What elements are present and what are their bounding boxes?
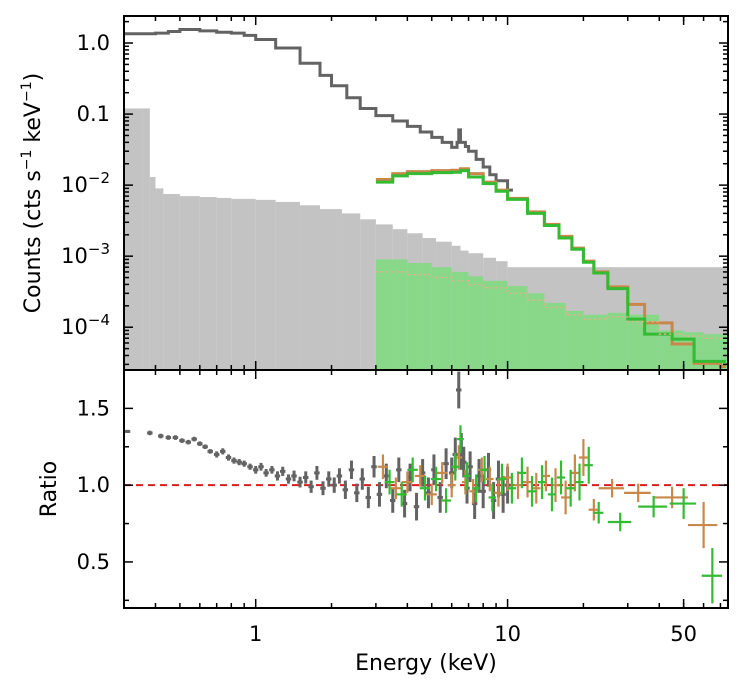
background-bar [527, 293, 545, 370]
background-bar [143, 108, 150, 370]
background-bar [163, 193, 180, 370]
background-bar [341, 213, 361, 370]
bottom-y-axis-label: Ratio [37, 461, 62, 517]
spectrum-line [375, 169, 726, 363]
x-tick-label: 10 [494, 622, 521, 646]
background-bar [451, 271, 469, 370]
background-bar [179, 196, 200, 370]
y-tick-label: 1.5 [77, 396, 110, 420]
background-bar [468, 276, 484, 370]
background-bar [199, 197, 217, 370]
background-bar [375, 259, 408, 370]
background-bar [216, 197, 232, 370]
background-bar [275, 201, 301, 370]
background-bar [431, 267, 452, 370]
background-bar [607, 312, 628, 370]
y-tick-label: 10−3 [61, 240, 110, 268]
y-tick-label: 1.0 [77, 473, 110, 497]
top-y-axis-label: Counts (cts s−1 keV−1) [19, 73, 46, 313]
x-tick-label: 1 [249, 622, 262, 646]
background-bar [255, 199, 276, 370]
background-bar [360, 219, 376, 370]
x-axis-label: Energy (keV) [355, 651, 497, 676]
y-tick-label: 10−2 [61, 169, 110, 197]
y-tick-label: 10−4 [61, 311, 110, 339]
spectrum-line [375, 271, 728, 342]
background-bar [583, 314, 608, 370]
spectrum-panel [123, 15, 729, 371]
ratio-panel [123, 369, 729, 609]
background-bar [565, 310, 584, 370]
background-bar [407, 263, 432, 370]
background-bar [483, 280, 508, 370]
background-bar [544, 302, 566, 370]
y-tick-label: 1.0 [77, 31, 110, 55]
ratio-plot-frame [123, 369, 729, 609]
y-tick-label: 0.5 [77, 550, 110, 574]
background-bar [231, 198, 256, 370]
background-bar [300, 205, 321, 370]
spectrum-line [124, 27, 513, 192]
background-bar [507, 286, 528, 370]
background-bar [155, 188, 164, 370]
background-bar [124, 108, 144, 370]
background-bar [320, 209, 342, 370]
background-bar [149, 177, 156, 370]
y-tick-label: 0.1 [77, 102, 110, 126]
x-tick-label: 50 [670, 622, 697, 646]
